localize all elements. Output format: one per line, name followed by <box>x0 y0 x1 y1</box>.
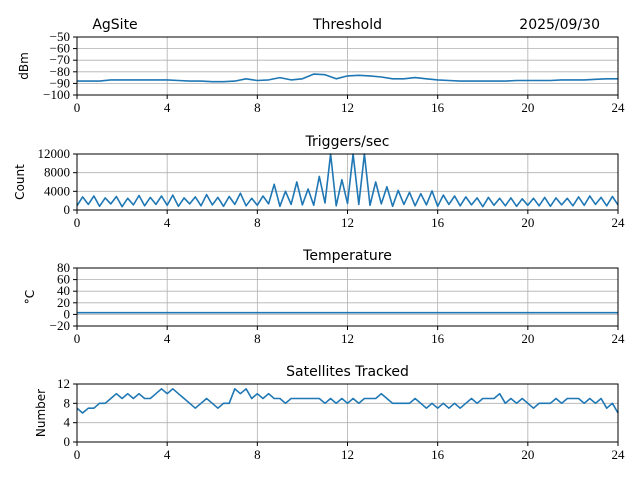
x-tick-label: 4 <box>164 447 171 462</box>
y-tick-label: −100 <box>43 87 70 102</box>
x-tick-label: 12 <box>341 447 354 462</box>
y-axis-label: °C <box>23 290 37 304</box>
y-axis-label: dBm <box>17 52 31 80</box>
y-tick-label: 4000 <box>44 183 70 198</box>
series-line <box>76 153 619 208</box>
x-tick-label: 20 <box>521 331 534 346</box>
y-tick-label: −50 <box>50 29 70 44</box>
subplot-2: 0 4 8 12 16 20 24 0 4000 8000 12000 Triggers/sec Cou… <box>13 134 625 230</box>
y-tick-label: 0 <box>64 202 71 217</box>
x-tick-label: 0 <box>74 215 81 230</box>
y-tick-label: 12000 <box>38 146 71 161</box>
y-tick-label: 12 <box>57 376 70 391</box>
subplot-title: Triggers/sec <box>305 134 390 150</box>
y-tick-label: −20 <box>50 318 70 333</box>
x-tick-label: 16 <box>431 331 445 346</box>
y-tick-label: 20 <box>57 295 70 310</box>
x-tick-label: 16 <box>431 447 445 462</box>
series-line <box>76 387 619 414</box>
x-tick-label: 4 <box>164 215 171 230</box>
y-tick-label: 0 <box>64 306 71 321</box>
y-tick-label: −90 <box>50 75 70 90</box>
y-tick-label: 0 <box>64 434 71 449</box>
x-tick-label: 24 <box>612 447 626 462</box>
y-tick-label: 80 <box>57 260 70 275</box>
x-tick-label: 24 <box>612 215 626 230</box>
y-tick-label: −80 <box>50 64 70 79</box>
subplot-4: 0 4 8 12 16 20 24 0 4 8 12 Satellites Tracked Number <box>34 364 625 462</box>
y-tick-label: −60 <box>50 41 70 56</box>
subplot-title: Threshold <box>312 17 382 33</box>
y-tick-label: −70 <box>50 52 70 67</box>
x-tick-label: 16 <box>431 100 445 115</box>
x-tick-label: 24 <box>612 331 626 346</box>
y-tick-label: 8 <box>64 395 71 410</box>
site-label: AgSite <box>92 17 137 33</box>
x-tick-label: 20 <box>521 215 534 230</box>
x-tick-label: 8 <box>254 447 261 462</box>
x-tick-label: 8 <box>254 100 261 115</box>
y-axis-label: Count <box>13 164 27 200</box>
x-tick-label: 4 <box>164 100 171 115</box>
x-tick-label: 20 <box>521 100 534 115</box>
y-tick-label: 8000 <box>44 165 70 180</box>
subplot-1: 0 4 8 12 16 20 24 −100−90−80−70−60−50 Threshold d… <box>17 17 625 115</box>
y-tick-label: 60 <box>57 272 70 287</box>
x-tick-label: 12 <box>341 100 354 115</box>
x-tick-label: 24 <box>612 100 626 115</box>
x-tick-label: 16 <box>431 215 445 230</box>
x-tick-label: 12 <box>341 331 354 346</box>
date-label: 2025/09/30 <box>519 17 600 33</box>
y-tick-label: 4 <box>64 415 71 430</box>
subplot-title: Satellites Tracked <box>286 364 409 380</box>
subplot-title: Temperature <box>302 248 392 264</box>
x-tick-label: 4 <box>164 331 171 346</box>
x-tick-label: 0 <box>74 447 81 462</box>
x-tick-label: 20 <box>521 447 534 462</box>
series-line <box>77 73 618 83</box>
y-tick-label: 40 <box>57 283 70 298</box>
x-tick-label: 0 <box>74 331 81 346</box>
x-tick-label: 8 <box>254 331 261 346</box>
y-axis-label: Number <box>34 389 48 437</box>
x-tick-label: 0 <box>74 100 81 115</box>
x-tick-label: 8 <box>254 215 261 230</box>
x-tick-label: 12 <box>341 215 354 230</box>
